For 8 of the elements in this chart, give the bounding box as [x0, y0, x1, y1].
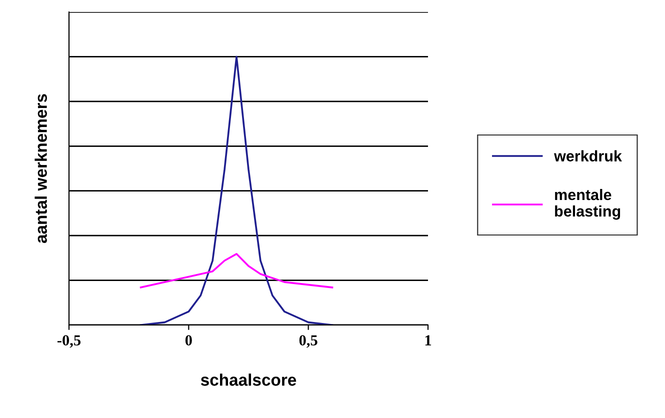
x-tick-label: 0 [185, 335, 192, 346]
x-tick-label: -0,5 [57, 335, 81, 348]
y-axis-title: aantal werknemers [34, 94, 47, 244]
legend-label: mentale belasting [555, 188, 620, 220]
legend-label: werkdruk [554, 150, 622, 162]
x-tick-label: 0,5 [299, 335, 318, 348]
x-tick-label: 1 [425, 335, 432, 346]
x-axis-title: schaalscore [200, 374, 296, 386]
